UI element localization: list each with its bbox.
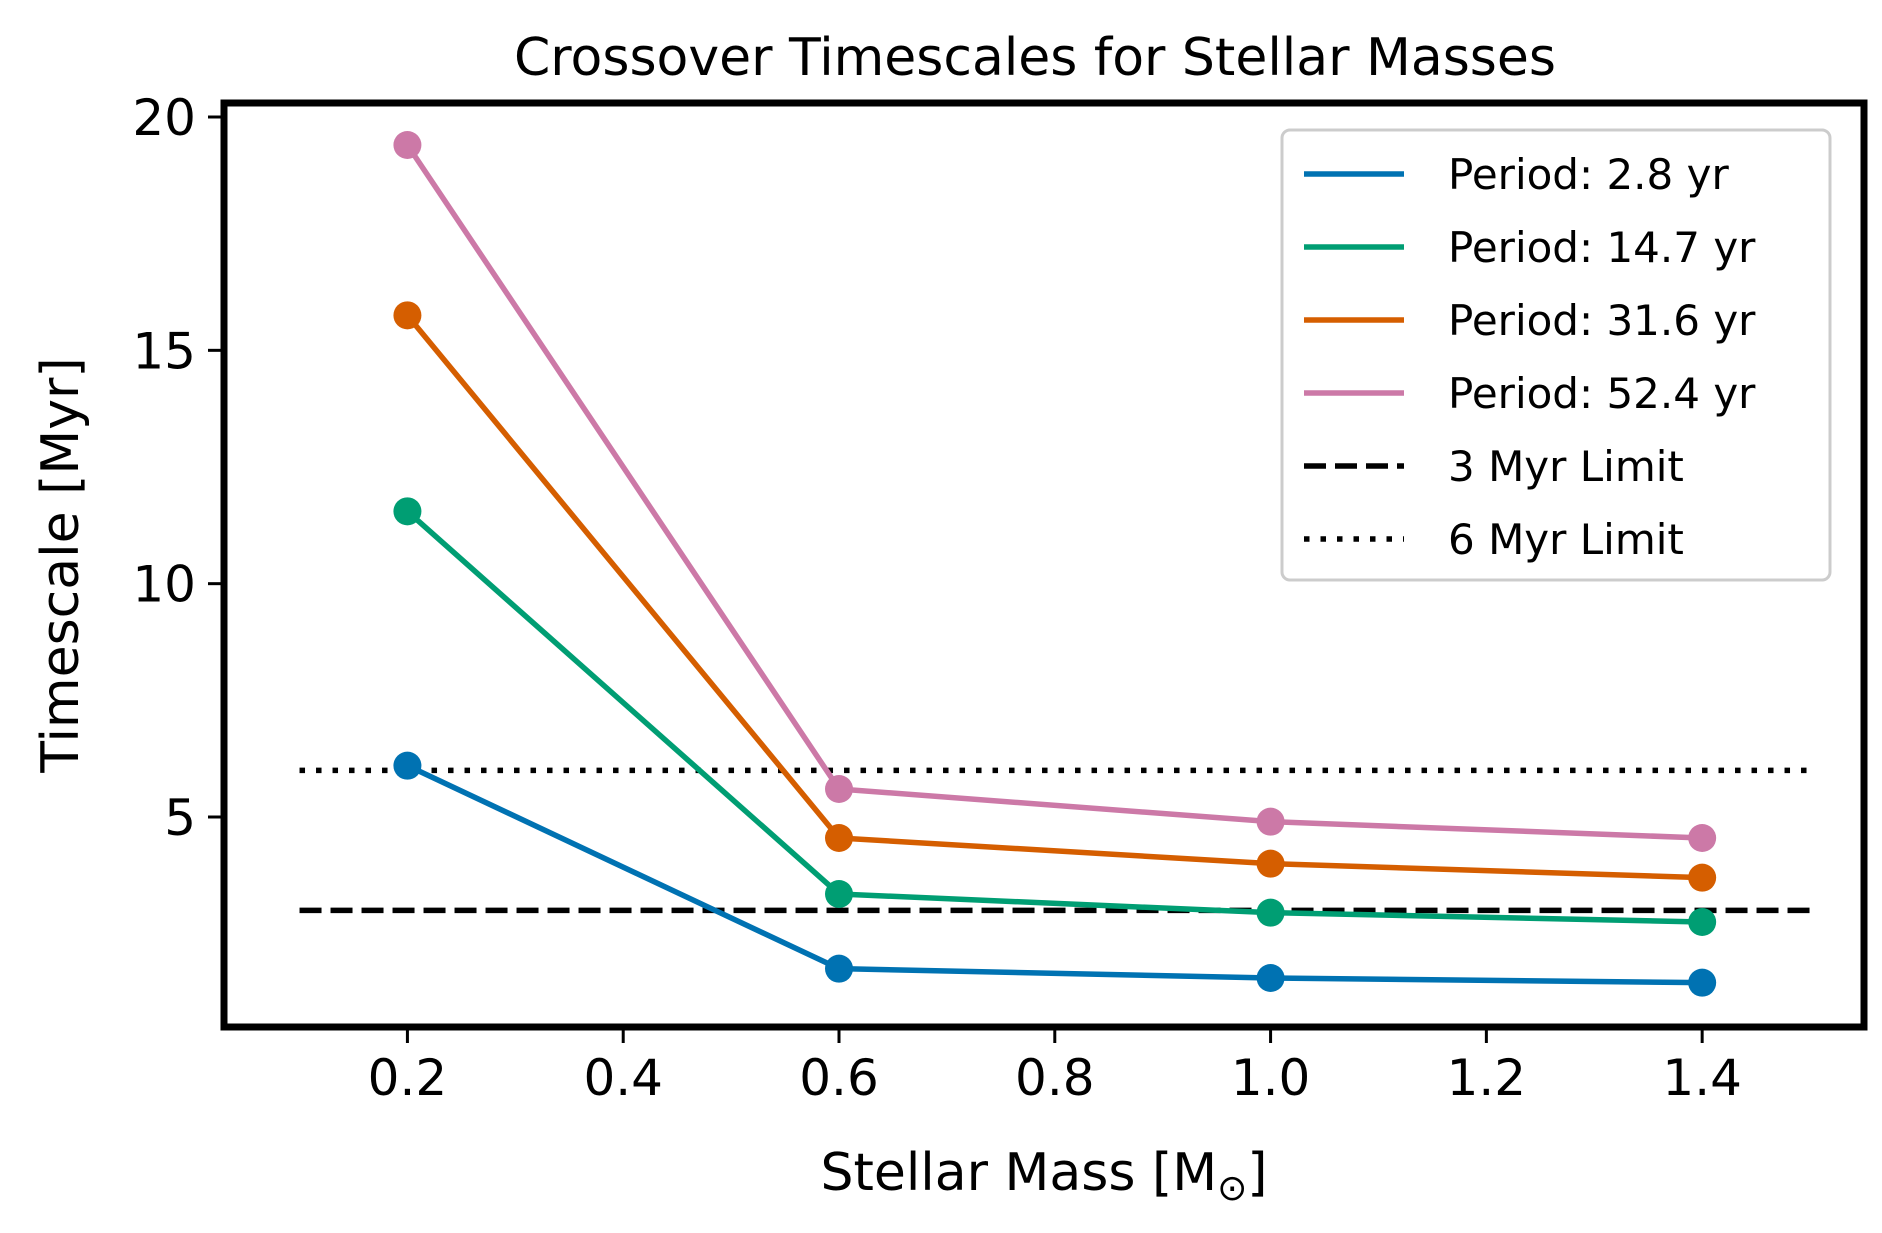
legend-label-5: 6 Myr Limit [1448,515,1684,564]
data-point-s1-p3 [1688,908,1717,936]
y-axis: 5 10 15 20 [132,89,221,847]
x-tick-label: 1.2 [1447,1049,1527,1107]
y-tick-label: 15 [132,322,196,380]
plot-frame [220,99,1868,1031]
series-line-2 [405,313,1703,881]
y-tick-label: 5 [164,789,196,847]
series-line-1 [405,509,1703,925]
legend-label-3: Period: 52.4 yr [1448,369,1756,418]
chart-title: Crossover Timescales for Stellar Masses [514,28,1556,88]
data-point-s2-p3 [1688,863,1717,892]
data-point-s1-p2 [1256,898,1285,927]
x-tick-label: 0.4 [583,1049,663,1107]
legend: Period: 2.8 yr Period: 14.7 yr Period: 31.… [1280,128,1832,582]
data-point-s1-p1 [825,880,853,908]
y-axis-label: Timescale [Myr] [31,357,91,773]
x-axis: 0.2 0.4 0.6 0.8 1.0 1.2 1.4 [368,1030,1742,1107]
legend-label-1: Period: 14.7 yr [1448,223,1756,272]
x-tick-label: 1.0 [1231,1049,1311,1107]
data-point-s0-p1 [825,954,853,983]
series-line-0 [406,763,1703,986]
legend-label-4: 3 Myr Limit [1448,442,1684,491]
x-axis-label-close: ] [1247,1143,1267,1203]
data-point-s3-p0 [393,131,422,159]
y-tick-label: 20 [132,89,196,147]
data-point-s2-p1 [825,824,853,852]
solar-symbol: ⊙ [1217,1168,1247,1209]
data-point-s0-p3 [1688,968,1717,997]
x-tick-label: 0.6 [799,1049,879,1107]
legend-box [1280,128,1832,582]
data-point-s0-p0 [393,751,422,780]
data-point-s0-p2 [1256,964,1285,992]
x-tick-label: 1.4 [1662,1049,1742,1107]
data-point-s3-p1 [825,775,853,803]
x-axis-label-text: Stellar Mass [M [820,1143,1217,1203]
legend-label-0: Period: 2.8 yr [1448,150,1729,199]
data-point-s2-p2 [1256,849,1285,878]
legend-label-2: Period: 31.6 yr [1448,296,1756,345]
plot-area [299,131,1811,997]
data-point-s2-p0 [393,301,422,330]
data-point-s1-p0 [393,497,422,526]
series-line-3 [405,143,1703,841]
x-axis-label: Stellar Mass [M⊙] [820,1143,1267,1209]
y-tick-label: 10 [132,556,196,614]
x-tick-label: 0.8 [1015,1049,1095,1107]
x-tick-label: 0.2 [368,1049,448,1107]
data-point-s3-p2 [1256,807,1285,836]
data-point-s3-p3 [1688,824,1717,852]
